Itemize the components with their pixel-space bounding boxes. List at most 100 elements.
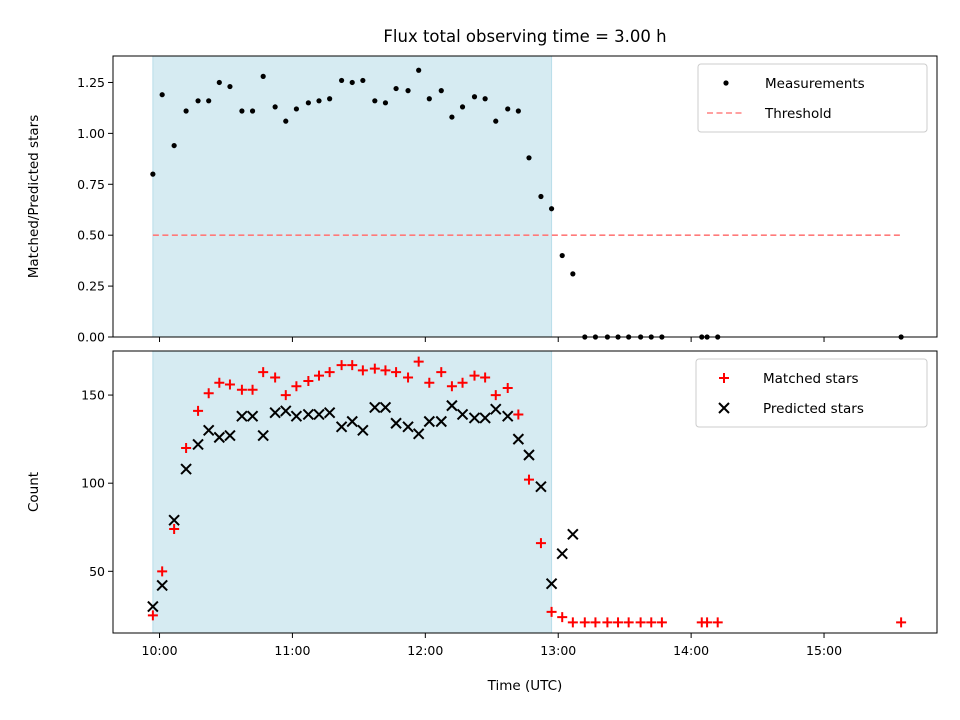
data-point xyxy=(567,528,579,541)
data-point xyxy=(156,579,168,592)
x-tick-label: 13:00 xyxy=(540,643,576,658)
data-point xyxy=(546,606,557,617)
data-point xyxy=(526,155,532,161)
data-point xyxy=(349,79,355,86)
data-point xyxy=(169,524,180,535)
data-point xyxy=(369,363,380,374)
data-point xyxy=(302,408,315,421)
data-point xyxy=(147,600,159,613)
data-point xyxy=(559,252,565,259)
data-point xyxy=(280,390,291,401)
data-point xyxy=(449,114,455,120)
data-point xyxy=(382,100,389,106)
data-point xyxy=(702,617,713,628)
data-point xyxy=(214,377,225,388)
data-point xyxy=(380,365,391,376)
x-tick-label: 15:00 xyxy=(806,643,842,658)
data-point xyxy=(613,617,624,628)
data-point xyxy=(290,410,303,422)
data-point xyxy=(346,415,358,428)
data-point xyxy=(249,108,256,114)
data-point xyxy=(316,98,322,104)
axes-frame xyxy=(112,55,938,338)
data-point xyxy=(480,372,491,383)
data-point xyxy=(512,433,525,445)
data-point xyxy=(193,405,204,416)
y-tick-label: 0.75 xyxy=(77,177,105,192)
data-point xyxy=(656,617,667,628)
data-point xyxy=(523,474,534,485)
data-point xyxy=(291,381,302,392)
data-point xyxy=(570,271,576,277)
observing-window-span xyxy=(152,350,553,634)
data-point xyxy=(305,100,311,106)
data-point xyxy=(159,92,165,98)
data-point xyxy=(357,365,368,376)
legend-label: Threshold xyxy=(764,106,832,122)
legend-marker xyxy=(719,373,729,383)
data-point xyxy=(493,118,499,124)
data-point xyxy=(502,383,513,394)
data-point xyxy=(224,379,235,390)
y-tick-label: 150 xyxy=(81,388,105,403)
data-point xyxy=(646,617,657,628)
data-point xyxy=(258,367,269,378)
data-point xyxy=(283,118,289,124)
data-point xyxy=(513,409,524,420)
data-point xyxy=(157,566,168,577)
data-point xyxy=(502,410,514,422)
data-point xyxy=(896,617,907,628)
data-point xyxy=(557,612,568,623)
data-point xyxy=(181,442,192,453)
y-tick-label: 1.00 xyxy=(77,126,105,141)
data-point xyxy=(372,98,378,104)
y-axis-title: Count xyxy=(26,472,42,512)
legend: Matched stars Predicted stars xyxy=(695,358,928,428)
data-point xyxy=(216,79,222,86)
data-point xyxy=(446,381,457,392)
data-point xyxy=(327,96,333,102)
x-tick-label: 11:00 xyxy=(274,643,310,658)
data-point xyxy=(360,77,366,84)
data-point xyxy=(270,372,281,383)
data-point xyxy=(535,481,547,493)
data-point xyxy=(335,421,348,433)
data-point xyxy=(338,77,345,84)
data-point xyxy=(505,106,511,112)
data-point xyxy=(272,104,278,110)
observing-window-span xyxy=(152,55,553,338)
axes-frame xyxy=(112,350,938,634)
y-tick-label: 50 xyxy=(89,564,105,579)
data-point xyxy=(171,142,177,149)
data-point xyxy=(567,617,578,628)
data-point xyxy=(490,390,501,401)
data-point xyxy=(446,399,458,412)
data-point xyxy=(150,171,156,177)
data-point xyxy=(712,617,723,628)
legend-label: Measurements xyxy=(765,76,865,92)
data-point xyxy=(324,367,335,378)
data-point xyxy=(548,206,555,212)
data-point xyxy=(379,401,392,414)
data-point xyxy=(423,415,436,428)
ratio-panel: 0.00 0.25 0.50 0.75 1.00 1.25 Matched/Predicte… xyxy=(26,55,938,345)
data-point xyxy=(257,429,269,442)
legend-marker xyxy=(718,402,730,414)
series-1-1 xyxy=(147,399,579,613)
data-point xyxy=(168,514,180,526)
data-point xyxy=(227,83,233,90)
legend-marker xyxy=(723,80,729,86)
data-point xyxy=(236,384,247,395)
data-point xyxy=(391,367,402,378)
data-point xyxy=(438,88,444,94)
data-point xyxy=(545,577,558,590)
legend-label: Predicted stars xyxy=(763,401,864,417)
y-tick-label: 100 xyxy=(81,476,105,491)
data-point xyxy=(260,73,266,79)
data-point xyxy=(469,370,480,381)
data-point xyxy=(416,67,422,73)
data-point xyxy=(403,372,414,383)
data-point xyxy=(269,406,281,419)
data-point xyxy=(202,424,215,437)
